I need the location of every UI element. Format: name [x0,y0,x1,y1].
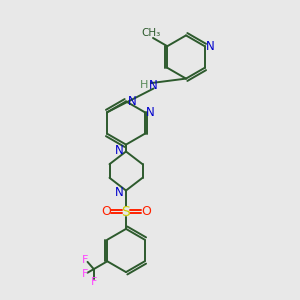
Text: F: F [82,269,89,279]
Text: O: O [141,205,151,218]
Text: N: N [115,185,124,199]
Text: F: F [91,277,97,287]
Text: N: N [115,143,124,157]
Text: F: F [82,255,89,265]
Text: CH₃: CH₃ [141,28,160,38]
Text: S: S [122,205,130,218]
Text: N: N [149,79,158,92]
Text: N: N [128,95,136,108]
Text: N: N [146,106,155,119]
Text: O: O [101,205,111,218]
Text: N: N [206,40,214,53]
Text: H: H [140,80,148,91]
